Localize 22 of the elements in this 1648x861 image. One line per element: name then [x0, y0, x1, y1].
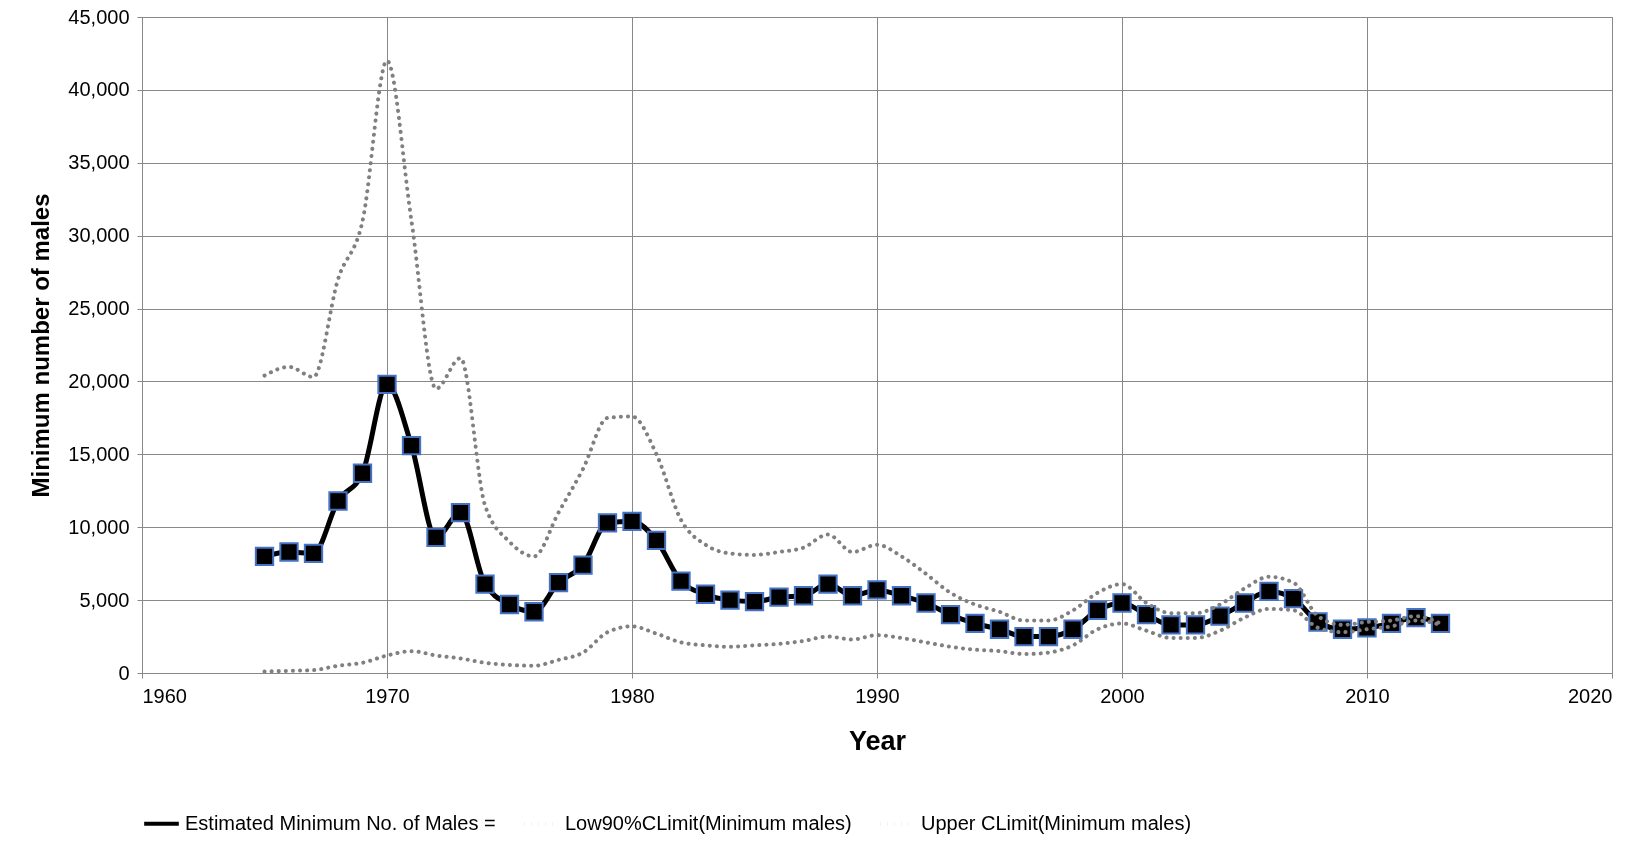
y-tick-label: 15,000: [68, 442, 130, 465]
y-tick-label: 30,000: [68, 224, 130, 247]
x-tick-label: 2020: [1568, 684, 1613, 707]
x-tick-label: 2010: [1345, 684, 1390, 707]
x-tick-label: 1970: [365, 684, 410, 707]
x-tick-label: 1960: [142, 684, 187, 707]
y-tick-label: 10,000: [68, 515, 130, 538]
legend-label: Low90%CLimit(Minimum males): [565, 811, 852, 834]
x-axis-title: Year: [848, 725, 907, 756]
y-tick-label: 35,000: [68, 151, 130, 174]
y-tick-label: 25,000: [68, 297, 130, 320]
y-tick-label: 45,000: [68, 5, 130, 28]
legend-label: Estimated Minimum No. of Males =: [185, 811, 496, 834]
y-tick-label: 0: [118, 661, 130, 684]
y-tick-label: 40,000: [68, 78, 130, 101]
x-tick-label: 2000: [1100, 684, 1145, 707]
x-tick-label: 1990: [855, 684, 900, 707]
y-tick-label: 5,000: [79, 588, 130, 611]
x-tick-label: 1980: [610, 684, 655, 707]
y-tick-label: 20,000: [68, 369, 130, 392]
legend-label: Upper CLimit(Minimum males): [921, 811, 1192, 834]
y-axis-title: Minimum number of males: [27, 193, 55, 498]
